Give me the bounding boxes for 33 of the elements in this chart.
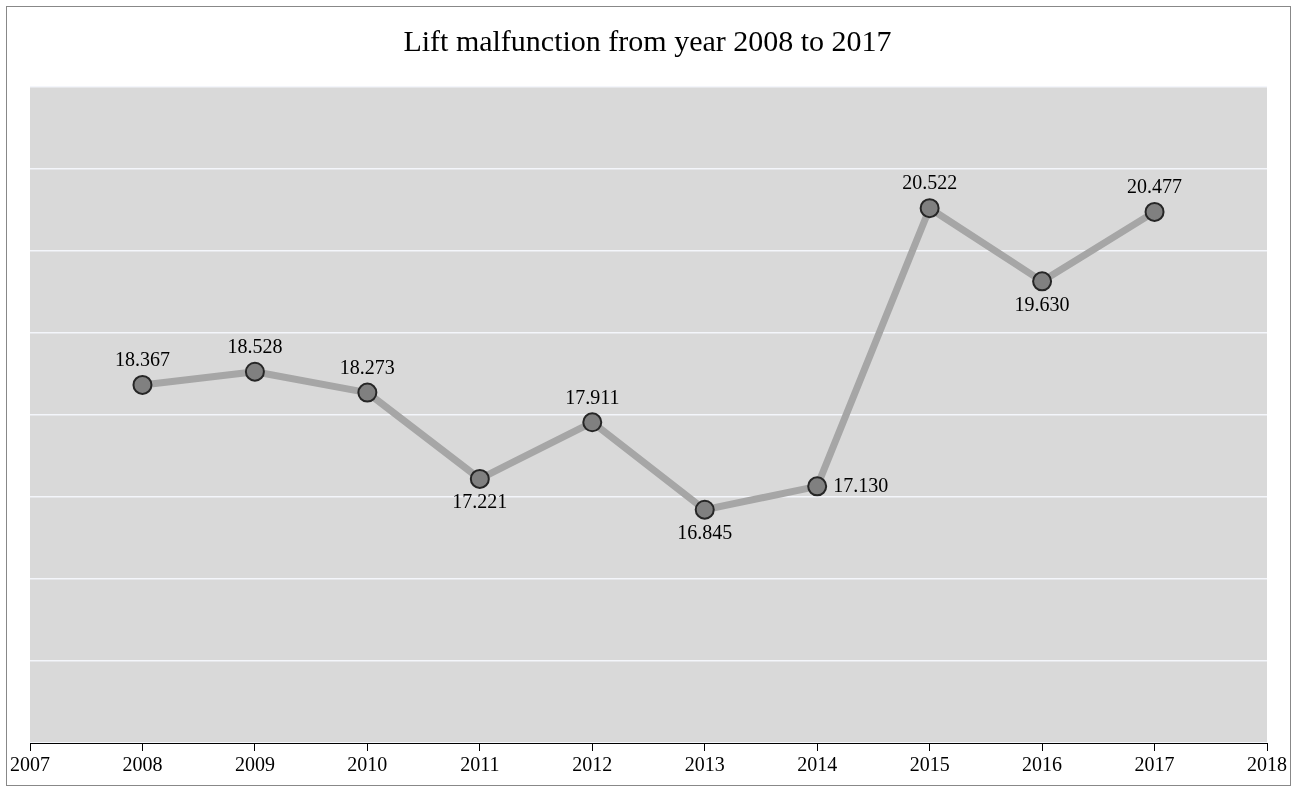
x-tick-label: 2007 [10,753,50,776]
x-tick-label: 2008 [122,753,163,776]
data-label: 18.528 [227,334,283,357]
data-label: 18.367 [114,348,170,371]
point [469,468,490,489]
data-label: 18.273 [339,355,395,378]
point [919,198,940,219]
point [132,374,153,395]
x-tick-label: 2012 [572,753,613,776]
point [694,499,715,520]
point [807,476,828,497]
chart-title: Lift malfunction from year 2008 to 2017 [403,23,892,57]
point [1144,201,1165,222]
data-label: 20.522 [902,171,958,194]
data-label: 17.911 [565,385,620,408]
point [582,412,603,433]
x-tick-label: 2018 [1247,753,1287,776]
x-tick-label: 2013 [684,753,725,776]
x-tick-label: 2016 [1022,753,1063,776]
data-label: 20.477 [1127,175,1183,198]
x-tick-label: 2011 [460,753,500,776]
point [244,361,265,382]
data-label: 16.845 [677,520,733,543]
x-tick-label: 2015 [909,753,950,776]
x-tick-label: 2017 [1134,753,1175,776]
x-tick-label: 2009 [234,753,275,776]
point [357,382,378,403]
point [1032,271,1053,292]
data-label: 19.630 [1014,292,1070,315]
x-tick-label: 2014 [797,753,838,776]
data-label: 17.221 [452,490,508,513]
x-tick-label: 2010 [347,753,388,776]
data-label: 17.130 [833,473,889,496]
